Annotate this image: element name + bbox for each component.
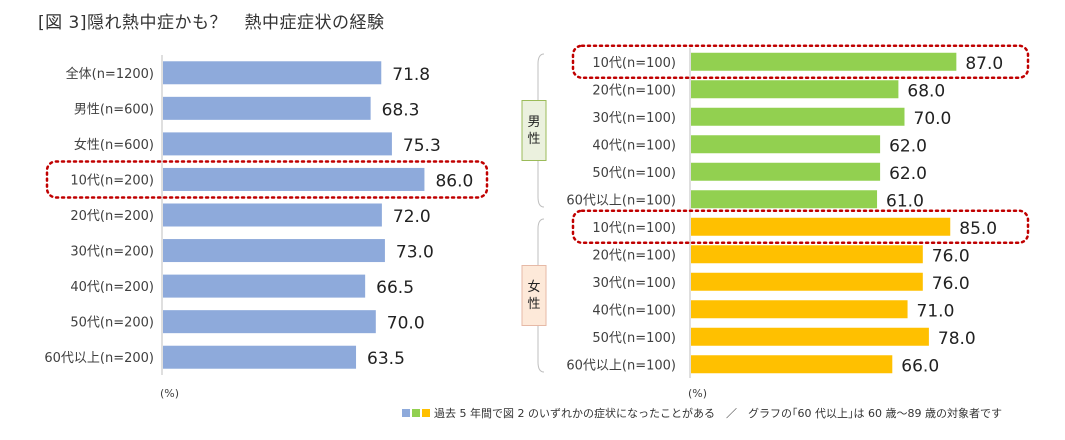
legend-swatch-female [422,409,430,417]
right-highlight-box [571,44,1030,79]
group-label-char: 男 [527,115,540,130]
right-bar [691,190,878,209]
right-category-label: 20代(n=100) [592,248,676,263]
left-bar [163,61,382,85]
right-bar [691,300,908,319]
left-bar [163,132,392,156]
right-bar [691,80,899,99]
right-bar [691,272,923,291]
right-highlight-box [571,209,1030,244]
right-value-label: 76.0 [932,246,970,266]
legend-text: 過去 5 年間で図 2 のいずれかの症状になったことがある ／ グラフの｢60 … [434,407,1002,420]
group-label-char: 性 [527,132,540,147]
group-label-char: 性 [527,297,540,312]
left-bar [163,345,357,369]
left-highlight-box [45,160,489,199]
right-value-label: 76.0 [932,274,970,294]
left-bar [163,239,385,263]
left-value-label: 86.0 [435,171,473,191]
left-value-label: 66.5 [376,278,414,298]
right-value-label: 68.0 [907,81,945,101]
left-value-label: 71.8 [392,65,430,85]
right-value-label: 71.0 [917,301,955,321]
right-bar [691,162,881,181]
right-category-label: 20代(n=100) [592,83,676,98]
left-bar [163,203,382,227]
left-value-label: 68.3 [382,100,420,120]
right-bar [691,245,923,264]
right-category-label: 10代(n=100) [592,221,676,236]
right-category-label: 60代以上(n=100) [566,193,676,208]
left-category-label: 40代(n=200) [70,280,154,295]
left-value-label: 72.0 [393,207,431,227]
group-label-box [521,100,547,161]
left-bar [163,167,425,191]
right-bar [691,217,951,236]
right-bar [691,327,929,346]
right-category-label: 40代(n=100) [592,138,676,153]
right-value-label: 61.0 [886,191,924,211]
right-bar [691,52,957,71]
right-category-label: 30代(n=100) [592,276,676,291]
left-value-label: 63.5 [367,349,405,369]
group-label-box [521,265,547,326]
page-title: [図 3]隠れ熱中症かも？ 熱中症症状の経験 [38,13,385,33]
left-category-label: 女性(n=600) [74,137,154,153]
left-value-label: 70.0 [387,314,425,334]
left-bar [163,274,366,298]
left-category-label: 全体(n=1200) [66,66,154,82]
left-bar [163,310,376,334]
right-category-label: 10代(n=100) [592,56,676,71]
right-value-label: 62.0 [889,136,927,156]
right-category-label: 60代以上(n=100) [566,358,676,373]
right-bar [691,107,905,126]
left-category-label: 20代(n=200) [70,209,154,224]
right-bar [691,135,881,154]
left-category-label: 30代(n=200) [70,245,154,260]
left-category-label: 10代(n=200) [70,173,154,188]
right-value-label: 70.0 [914,109,952,129]
right-value-label: 62.0 [889,164,927,184]
right-value-label: 66.0 [901,356,939,376]
right-category-label: 50代(n=100) [592,331,676,346]
right-value-label: 85.0 [959,219,997,239]
group-label-char: 女 [527,279,540,295]
left-category-label: 男性(n=600) [74,102,154,117]
right-value-label: 87.0 [965,54,1003,74]
right-bar [691,355,893,374]
right-category-label: 30代(n=100) [592,111,676,126]
legend-swatch-left [402,409,410,417]
left-value-label: 73.0 [396,243,434,263]
legend: 過去 5 年間で図 2 のいずれかの症状になったことがある ／ グラフの｢60 … [402,405,1002,421]
left-bar [163,96,371,120]
left-category-label: 60代以上(n=200) [44,351,154,366]
right-value-label: 78.0 [938,329,976,349]
left-value-label: 75.3 [403,136,441,156]
right-category-label: 50代(n=100) [592,166,676,181]
right-unit-label: (%) [688,387,707,400]
right-category-label: 40代(n=100) [592,303,676,318]
left-category-label: 50代(n=200) [70,316,154,331]
left-unit-label: (%) [160,387,179,400]
legend-swatch-male [412,409,420,417]
